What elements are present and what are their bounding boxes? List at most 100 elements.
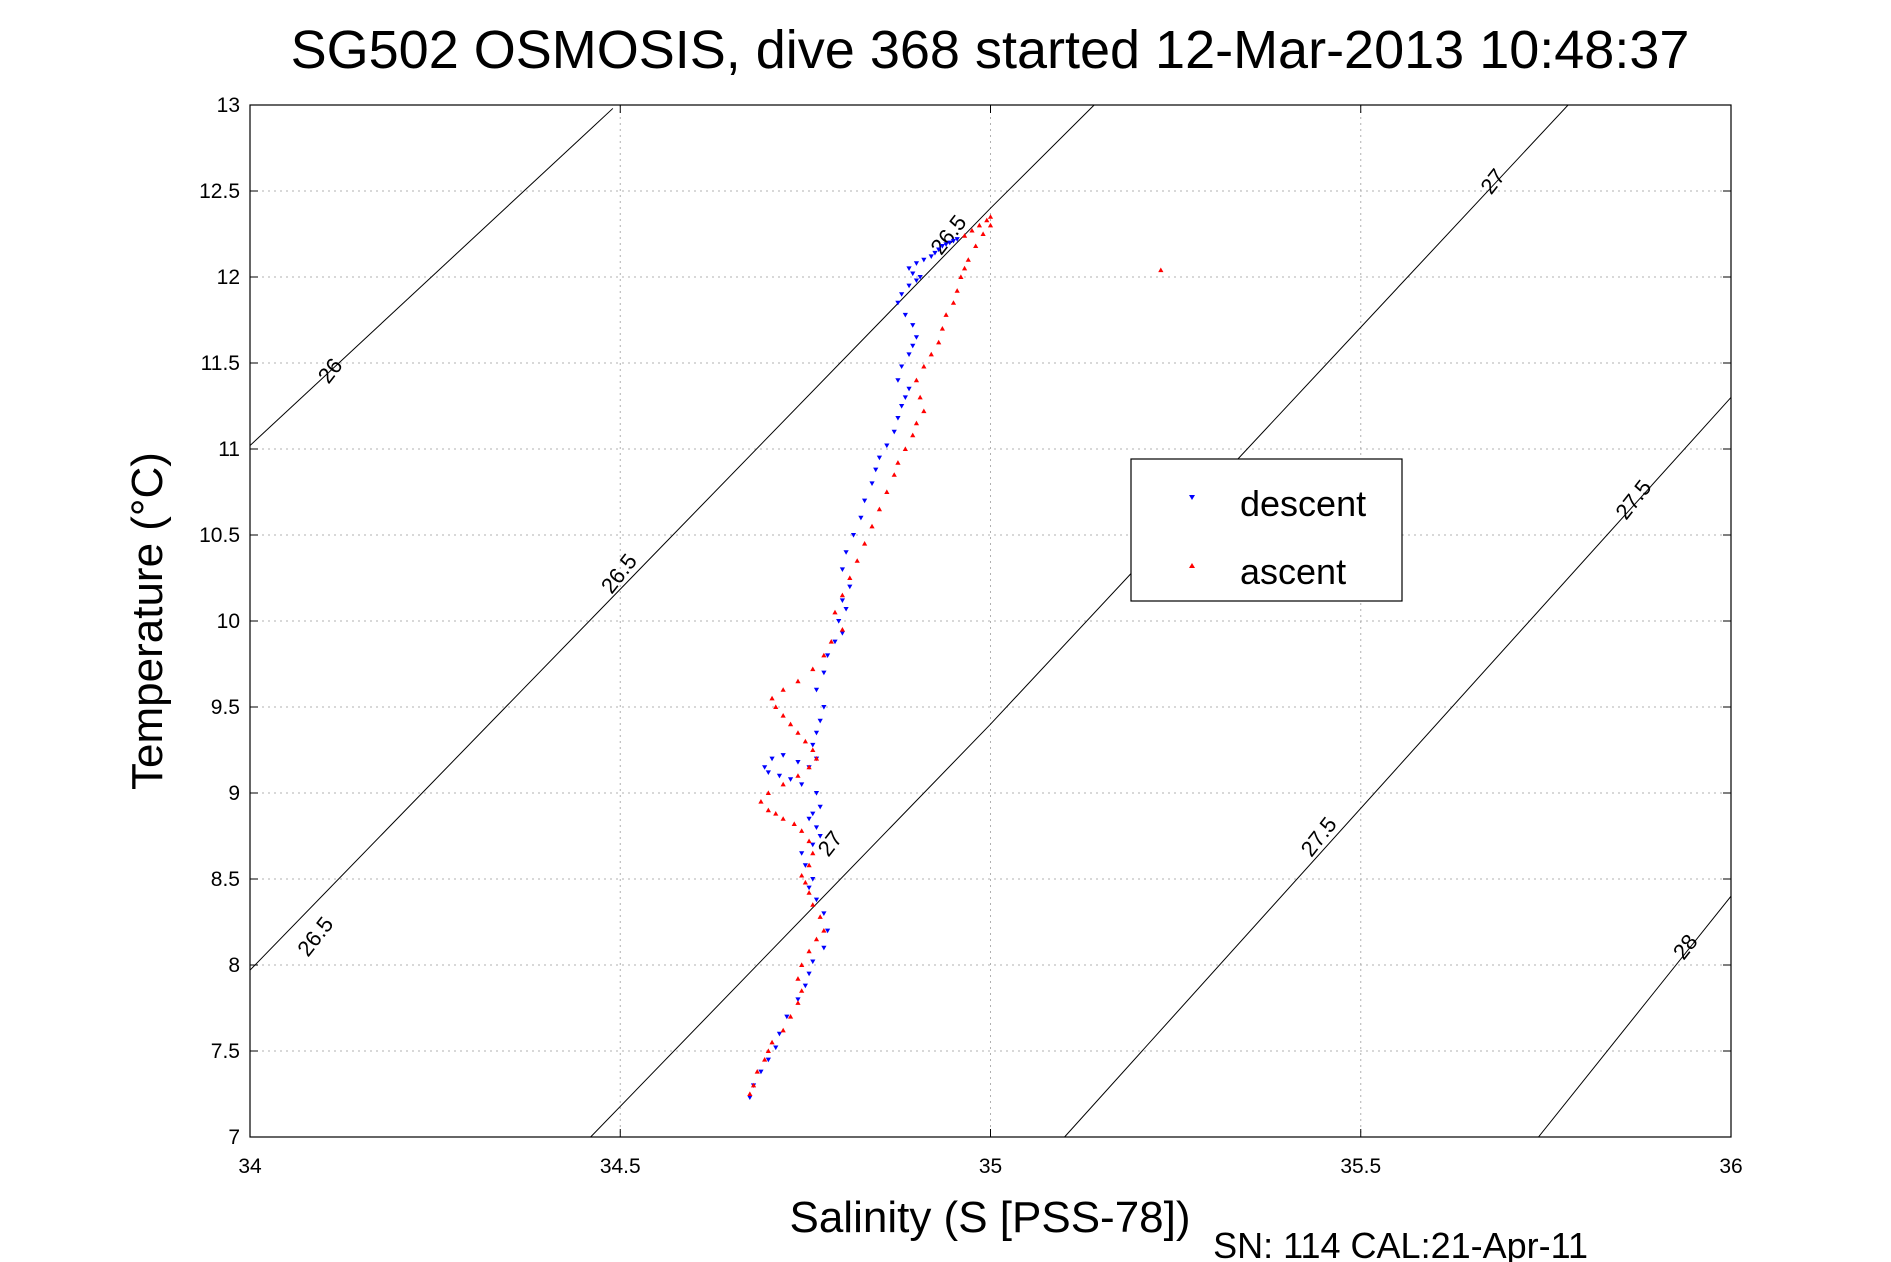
ascent-point: [799, 872, 805, 878]
ascent-point: [799, 962, 805, 967]
grid: [250, 105, 1731, 1137]
contour-label: 27.5: [1610, 475, 1656, 524]
y-tick-label: 9.5: [211, 696, 240, 719]
descent-point: [765, 770, 771, 775]
descent-point: [928, 254, 934, 259]
y-tick-label: 12: [217, 266, 240, 289]
descent-point: [747, 1095, 753, 1101]
descent-point: [787, 777, 794, 782]
descent-point: [906, 352, 912, 357]
ascent-point: [921, 408, 927, 414]
descent-point: [910, 343, 916, 349]
y-tick-label: 8: [228, 954, 240, 977]
ascent-point: [821, 652, 827, 658]
descent-point: [932, 250, 938, 256]
ascent-point: [958, 274, 964, 279]
ascent-point: [895, 460, 901, 465]
descent-point: [947, 240, 953, 246]
ascent-point: [810, 902, 816, 907]
ascent-point: [795, 730, 801, 735]
y-tick-label: 9: [228, 782, 240, 805]
x-tick-label: 36: [1719, 1155, 1742, 1178]
ascent-point: [910, 432, 916, 438]
ascent-point: [1158, 267, 1164, 273]
descent-point: [784, 1014, 790, 1020]
y-axis-ticks: 7 7.5 8 8.5 9 9.5 10 10.5 11 11.5 12 12.5 13: [199, 94, 1731, 1149]
descent-point: [843, 550, 849, 555]
ascent-point: [961, 265, 968, 271]
ascent-point: [961, 233, 968, 238]
ascent-point: [810, 850, 816, 856]
ascent-point: [984, 217, 990, 223]
ascent-point: [950, 300, 957, 305]
calibration-footnote: SN: 114 CAL:21-Apr-11: [1213, 1225, 1588, 1262]
ascent-point: [980, 231, 986, 236]
ascent-point: [891, 472, 897, 477]
descent-point: [913, 278, 920, 284]
descent-point: [802, 863, 808, 868]
descent-point: [910, 323, 916, 328]
descent-point: [832, 639, 838, 645]
contour-label: 28: [1668, 929, 1703, 964]
density-contour-26.5: [250, 105, 1095, 971]
descent-point: [817, 804, 823, 810]
legend-descent-marker: [1189, 495, 1195, 500]
descent-point: [943, 242, 949, 247]
descent-point: [813, 825, 820, 830]
descent-point: [813, 730, 820, 736]
descent-point: [921, 257, 927, 263]
ascent-point: [913, 377, 920, 383]
ascent-point: [969, 227, 975, 233]
descent-point: [765, 1057, 771, 1063]
descent-point: [843, 606, 849, 612]
ascent-point: [780, 687, 786, 692]
descent-point: [776, 1031, 783, 1037]
ascent-point: [747, 1091, 753, 1096]
descent-point: [810, 742, 816, 748]
descent-point: [769, 756, 775, 762]
descent-point: [799, 782, 805, 787]
ascent-point: [795, 678, 801, 684]
density-contour-28: [1538, 895, 1731, 1137]
descent-point: [839, 598, 845, 603]
descent-point: [813, 791, 820, 796]
ascent-point: [821, 928, 827, 933]
ascent-point: [769, 1039, 775, 1045]
ascent-point: [936, 339, 942, 345]
ascent-point: [762, 1057, 768, 1062]
ascent-point: [758, 799, 764, 804]
ascent-point: [884, 489, 890, 494]
ascent-point: [987, 214, 994, 219]
descent-point: [821, 670, 827, 676]
y-tick-label: 7.5: [211, 1040, 240, 1063]
descent-point: [936, 247, 942, 253]
descent-point: [817, 834, 823, 839]
x-tick-label: 34: [238, 1155, 262, 1178]
ascent-point: [921, 363, 927, 369]
ascent-point: [787, 1014, 794, 1019]
ascent-point: [802, 738, 808, 744]
descent-point: [902, 395, 908, 400]
ascent-point: [943, 312, 949, 317]
descent-point: [858, 515, 864, 521]
ascent-point: [795, 773, 801, 778]
density-contour-27.5: [1064, 397, 1731, 1137]
ascent-point: [917, 394, 923, 400]
descent-point: [810, 877, 816, 882]
ascent-point: [847, 575, 853, 580]
x-tick-label: 35.5: [1340, 1155, 1381, 1178]
descent-point: [891, 429, 897, 435]
descent-point: [824, 928, 831, 934]
ascent-point: [928, 351, 934, 357]
descent-point: [836, 619, 842, 624]
x-axis-ticks: 34 34.5 35 35.5 36: [238, 105, 1743, 1178]
ascent-point: [795, 976, 801, 981]
descent-point: [954, 237, 960, 242]
descent-point: [810, 811, 816, 817]
legend-ascent-marker: [1189, 563, 1195, 568]
chart-title: SG502 OSMOSIS, dive 368 started 12-Mar-2…: [291, 20, 1690, 80]
descent-point: [802, 983, 808, 989]
descent-point: [950, 238, 957, 244]
ascent-point: [839, 592, 845, 598]
